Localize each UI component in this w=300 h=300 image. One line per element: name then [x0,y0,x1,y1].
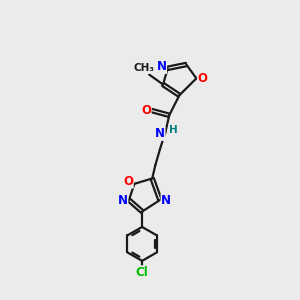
Text: Cl: Cl [136,266,148,279]
Text: O: O [141,104,151,117]
Text: N: N [157,60,166,73]
Text: N: N [118,194,128,207]
Text: O: O [198,72,208,85]
Text: N: N [155,127,165,140]
Text: O: O [123,175,133,188]
Text: CH₃: CH₃ [134,63,155,73]
Text: N: N [161,194,171,207]
Text: H: H [169,125,178,135]
